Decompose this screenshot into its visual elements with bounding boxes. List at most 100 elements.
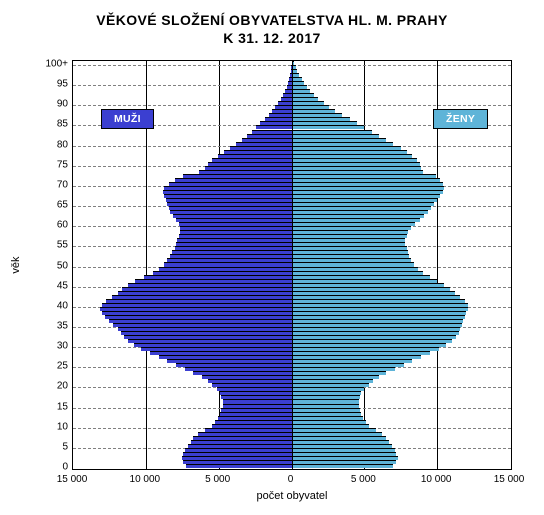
- female-bar: [292, 97, 319, 101]
- male-bar: [177, 238, 292, 242]
- y-tick-label: 100+: [28, 59, 68, 70]
- female-bar: [292, 234, 407, 238]
- male-bar: [212, 158, 292, 162]
- female-bar: [292, 444, 393, 448]
- male-bar: [186, 464, 292, 468]
- female-bar: [292, 395, 360, 399]
- y-tick-label: 0: [28, 462, 68, 473]
- female-bar: [292, 391, 362, 395]
- female-bar: [292, 101, 324, 105]
- female-bar: [292, 408, 360, 412]
- male-bar: [164, 262, 292, 266]
- female-bar: [292, 174, 436, 178]
- female-bar: [292, 387, 365, 391]
- male-bar: [185, 448, 293, 452]
- female-bar: [292, 105, 330, 109]
- female-bar: [292, 295, 461, 299]
- female-bar: [292, 339, 452, 343]
- female-bar: [292, 287, 451, 291]
- female-bar: [292, 242, 406, 246]
- y-tick-label: 40: [28, 300, 68, 311]
- male-bar: [218, 416, 292, 420]
- male-bar: [173, 214, 292, 218]
- male-bar: [163, 190, 293, 194]
- male-bar: [179, 222, 293, 226]
- female-bar: [292, 182, 443, 186]
- female-bar: [292, 170, 423, 174]
- y-tick-label: 30: [28, 341, 68, 352]
- female-bar: [292, 254, 410, 258]
- female-bar: [292, 166, 422, 170]
- legend-female: ŽENY: [433, 109, 488, 129]
- male-bar: [205, 166, 292, 170]
- female-bar: [292, 347, 439, 351]
- female-bar: [292, 404, 359, 408]
- male-bar: [223, 399, 293, 403]
- chart-title: VĚKOVÉ SLOŽENÍ OBYVATELSTVA HL. M. PRAHY…: [0, 12, 544, 47]
- female-bar: [292, 121, 358, 125]
- female-bar: [292, 113, 343, 117]
- male-bar: [128, 339, 293, 343]
- male-bar: [182, 456, 293, 460]
- male-bar: [170, 254, 292, 258]
- male-bar: [208, 162, 292, 166]
- male-bar: [102, 311, 293, 315]
- female-bar: [292, 206, 432, 210]
- female-bar: [292, 452, 397, 456]
- male-bar: [167, 258, 292, 262]
- female-bar: [292, 436, 387, 440]
- male-bar: [150, 351, 293, 355]
- male-bar: [221, 395, 292, 399]
- male-bar: [141, 347, 292, 351]
- female-bar: [292, 448, 395, 452]
- male-bar: [278, 101, 293, 105]
- male-bar: [176, 218, 293, 222]
- female-bar: [292, 428, 376, 432]
- male-bar: [220, 391, 293, 395]
- male-bar: [112, 295, 293, 299]
- male-bar: [134, 343, 293, 347]
- female-bar: [292, 399, 359, 403]
- female-bar: [292, 375, 379, 379]
- male-bar: [183, 460, 292, 464]
- male-bar: [208, 379, 292, 383]
- male-bar: [221, 408, 292, 412]
- female-bar: [292, 138, 387, 142]
- male-bar: [275, 105, 292, 109]
- female-bar: [292, 371, 387, 375]
- female-bar: [292, 424, 369, 428]
- female-bar: [292, 218, 420, 222]
- male-bar: [205, 428, 292, 432]
- female-bar: [292, 162, 420, 166]
- y-tick-label: 35: [28, 320, 68, 331]
- y-tick-label: 75: [28, 159, 68, 170]
- x-tick-label: 5 000: [188, 474, 248, 485]
- y-tick-label: 95: [28, 79, 68, 90]
- male-bar: [175, 178, 293, 182]
- chart-frame: VĚKOVÉ SLOŽENÍ OBYVATELSTVA HL. M. PRAHY…: [0, 0, 544, 515]
- female-bar: [292, 460, 397, 464]
- legend-male: MUŽI: [101, 109, 154, 129]
- male-bar: [118, 327, 293, 331]
- male-bar: [247, 134, 292, 138]
- male-bar: [265, 117, 293, 121]
- x-tick-label: 10 000: [115, 474, 175, 485]
- female-bar: [292, 267, 419, 271]
- plot-area: MUŽI ŽENY: [72, 60, 512, 470]
- male-bar: [167, 359, 292, 363]
- female-bar: [292, 202, 435, 206]
- male-bar: [122, 287, 292, 291]
- male-bar: [169, 206, 293, 210]
- female-bar: [292, 117, 350, 121]
- female-bar: [292, 109, 336, 113]
- y-tick-label: 15: [28, 401, 68, 412]
- male-bar: [102, 303, 293, 307]
- female-bar: [292, 464, 394, 468]
- female-bar: [292, 230, 409, 234]
- female-bar: [292, 456, 398, 460]
- male-bar: [164, 194, 292, 198]
- male-bar: [183, 452, 292, 456]
- male-bar: [118, 291, 293, 295]
- female-bar: [292, 343, 446, 347]
- female-bar: [292, 150, 407, 154]
